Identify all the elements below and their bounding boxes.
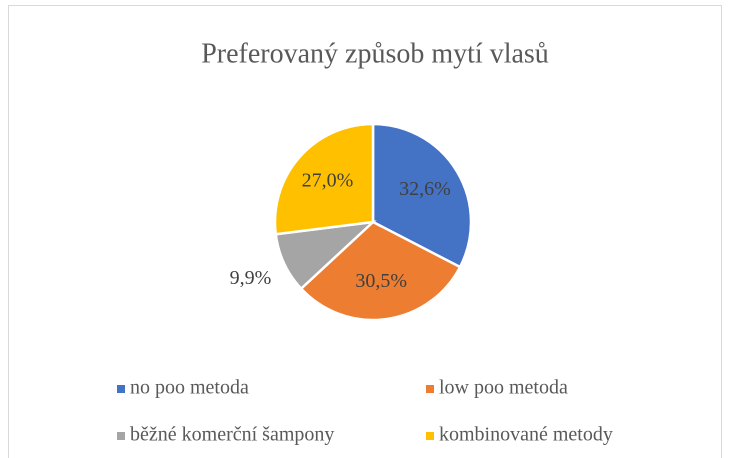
legend-label: low poo metoda: [439, 377, 568, 399]
legend-label: kombinované metody: [439, 424, 613, 446]
legend-marker: [117, 432, 125, 440]
legend-label: no poo metoda: [130, 377, 249, 399]
legend-marker: [426, 385, 434, 393]
data-label: 32,6%: [399, 178, 451, 200]
data-label: 9,9%: [230, 267, 272, 289]
pie-slice: [371, 122, 473, 269]
pie-slice: [273, 122, 375, 236]
legend-marker: [426, 432, 434, 440]
legend-marker: [117, 385, 125, 393]
legend-label: běžné komerční šampony: [130, 424, 334, 446]
chart-title: Preferovaný způsob mytí vlasů: [201, 38, 549, 69]
data-label: 27,0%: [302, 169, 354, 191]
data-label: 30,5%: [355, 270, 407, 292]
pie-slice: [299, 220, 462, 322]
